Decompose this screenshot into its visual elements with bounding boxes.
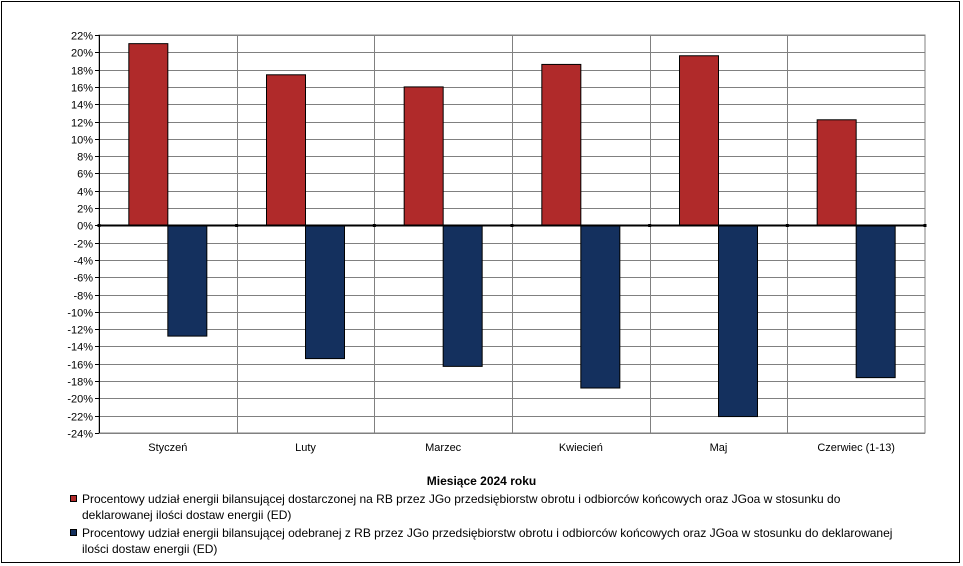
category-label: Czerwiec (1-13) [817,442,895,454]
y-tick-label: 12% [71,118,93,130]
bar-received [442,224,483,367]
y-tick-label: -18% [67,377,93,389]
y-tick-label: -24% [67,429,93,441]
bar-received [580,224,621,389]
category-label: Maj [710,442,728,454]
y-tick-label: -10% [67,308,93,320]
y-tick-label: 8% [77,152,93,164]
y-tick-label: 22% [71,31,93,43]
axis-marker [785,224,789,227]
y-tick-label: -22% [67,412,93,424]
y-tick-label: 16% [71,83,93,95]
axis-marker [923,224,927,227]
axis-marker [372,224,376,227]
bar-delivered [541,63,582,226]
bar-delivered [128,43,169,226]
y-tick-label: 6% [77,169,93,181]
y-tick-labels: 22% 20% 18% 16% 14% 12% 10% 8% 6% 4% 2% 0% -2% -4% -6%… [67,31,93,441]
y-tick-label: -16% [67,360,93,372]
legend-label-delivered: Procentowy udział energii bilansującej d… [82,492,841,522]
bar-delivered [266,74,306,226]
bar-delivered [679,55,719,226]
x-axis-title: Miesiące 2024 roku [426,474,537,488]
axis-marker [235,224,239,227]
bar-delivered [816,119,857,226]
y-tick-label: -4% [73,256,93,268]
bar-received [167,224,208,337]
y-tick-label: 2% [77,204,93,216]
category-label: Luty [295,442,316,454]
y-tick-label: 20% [71,48,93,60]
y-tick-label: -20% [67,394,93,406]
y-tick-label: 14% [71,100,93,112]
axis-marker [648,224,652,227]
bar-chart: 22% 20% 18% 16% 14% 12% 10% 8% 6% 4% 2% 0% -2% -4% -6%… [67,31,927,454]
y-tick-label: 18% [71,66,93,78]
category-labels: Styczeń Luty Marzec Kwiecień Maj Czerwiec (1-… [148,442,895,454]
y-tick-label: -12% [67,325,93,337]
grid-lines [98,34,926,434]
bar-received [855,224,896,379]
y-tick-label: 10% [71,135,93,147]
y-tick-label: 4% [77,187,93,199]
y-tick-label: -8% [73,291,93,303]
bar-delivered [403,86,444,226]
bar-received [718,224,758,418]
legend-swatch-received [70,529,77,536]
y-tick-label: -2% [73,239,93,251]
category-label: Styczeń [148,442,187,454]
legend-swatch-delivered [70,495,77,502]
legend-label-received: Procentowy udział energii bilansującej o… [82,526,893,556]
category-label: Kwiecień [559,442,603,454]
y-tick-label: -14% [67,342,93,354]
axes [95,35,927,434]
bar-received [305,224,345,360]
y-tick-label: 0% [77,221,93,233]
category-label: Marzec [425,442,462,454]
axis-marker [510,224,514,227]
y-tick-label: -6% [73,273,93,285]
